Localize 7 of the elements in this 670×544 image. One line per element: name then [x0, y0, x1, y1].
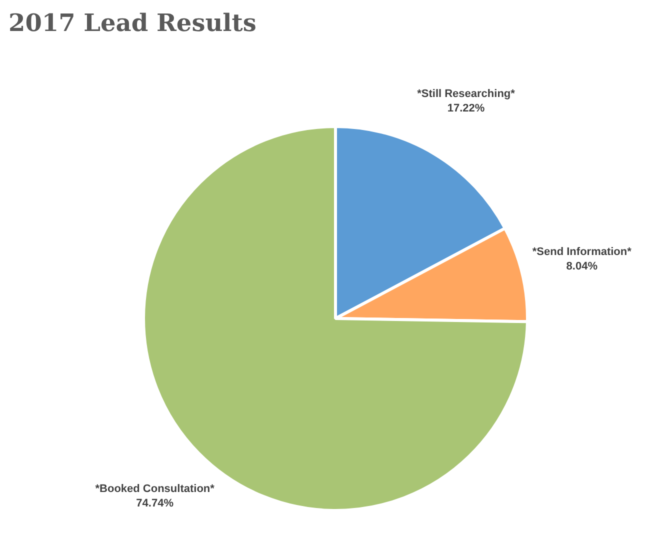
slice-label: *Still Researching* [417, 88, 516, 100]
data-label: 17.22% [447, 102, 485, 114]
slice-label: *Send Information* [532, 246, 632, 258]
chart-title: 2017 Lead Results [8, 8, 256, 37]
slice-label: *Booked Consultation* [95, 483, 216, 496]
data-label: 8.04% [566, 260, 598, 272]
data-label: 74.74% [136, 497, 174, 510]
